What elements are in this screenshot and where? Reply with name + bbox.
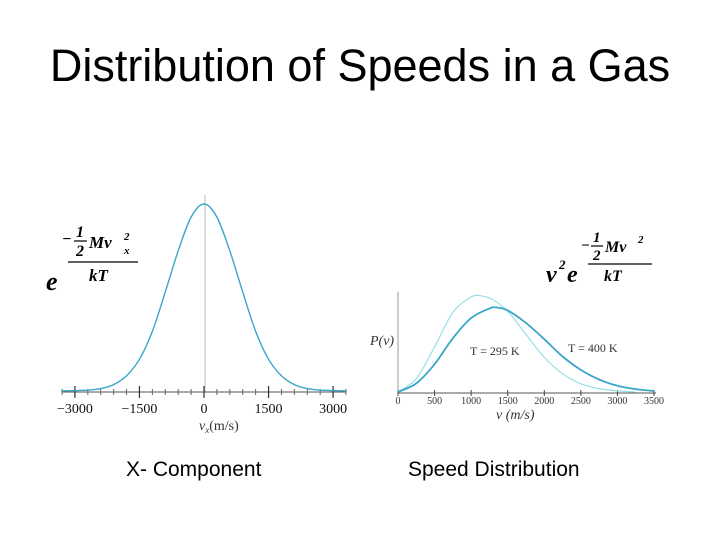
formula-left-expr: Mv [88,233,112,252]
formula-right-prefix: v [546,262,557,288]
formula-left-half-num: 1 [76,224,84,241]
formula-right-half-num: 1 [593,230,601,246]
left-tick-label: 1500 [255,402,283,417]
formula-right-den: kT [604,268,623,285]
formula-left-sup: 2 [123,231,130,243]
left-tick-label: −3000 [57,402,93,417]
left-xlabel: vx(m/s) [199,419,239,435]
caption-speed-distribution: Speed Distribution [408,458,580,481]
caption-x-component: X- Component [126,458,262,481]
formula-left-sub: x [123,245,130,257]
right-tick-label: 3500 [644,396,664,407]
right-tick-label: 0 [396,396,401,407]
right-tick-label: 1000 [461,396,481,407]
chart-x-component: −3000 −1500 0 1500 3000 vx(m/s) [57,195,347,435]
formula-left-half-den: 2 [75,243,84,260]
formula-left-sign: − [62,231,72,248]
right-tick-label: 1500 [498,396,518,407]
annotation-t400: T = 400 K [568,341,618,355]
right-ylabel: P(v) [369,334,394,349]
formula-right-half-den: 2 [592,248,601,264]
formula-right: v 2 e − 1 2 Mv 2 kT [546,230,652,288]
formula-right-sign: − [581,238,590,254]
series-line-t400 [397,306,655,393]
formula-right-base: e [567,262,578,288]
left-tick-label: −1500 [122,402,158,417]
formula-right-prefix-sup: 2 [558,257,566,272]
right-tick-label: 2500 [571,396,591,407]
right-tick-label: 2000 [534,396,554,407]
annotation-t295: T = 295 K [470,344,520,358]
right-tick-label: 500 [427,396,442,407]
series-line-x-component [61,203,347,392]
formula-left: e − 1 2 Mv 2 x kT [46,224,138,296]
left-tick-label: 0 [201,402,208,417]
chart-speed-distribution: P(v) 0 500 1000 1500 2000 2500 3000 3500 T = 29… [369,292,664,423]
left-tick-label: 3000 [319,402,347,417]
right-xlabel: v (m/s) [496,408,535,423]
formula-left-den: kT [89,266,109,285]
formula-right-expr: Mv [604,239,627,256]
formula-right-sup: 2 [637,234,644,246]
right-tick-label: 3000 [607,396,627,407]
formula-left-base: e [46,267,58,296]
slide-title: Distribution of Speeds in a Gas [49,40,671,91]
